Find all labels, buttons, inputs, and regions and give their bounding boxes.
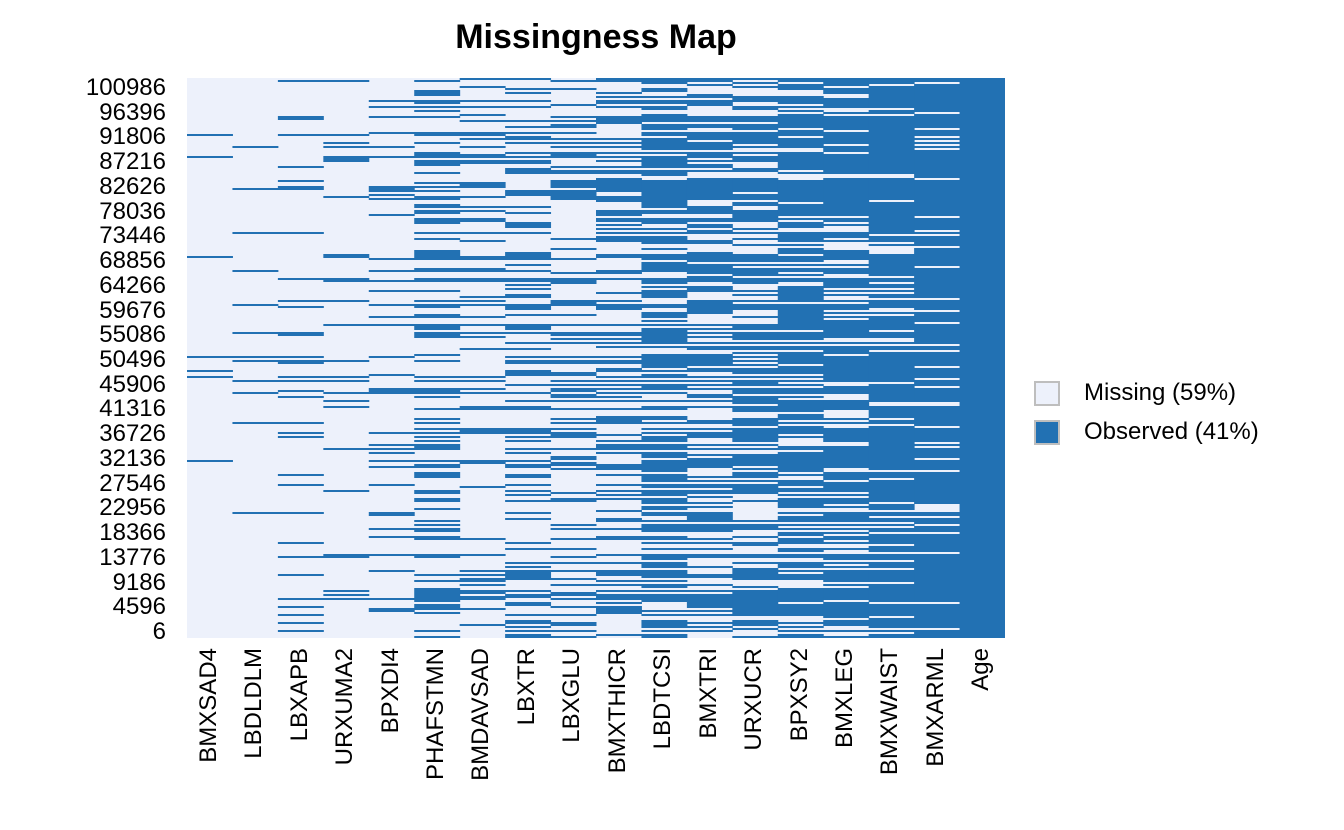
y-tick-label: 27546 bbox=[99, 469, 166, 497]
y-tick-label: 59676 bbox=[99, 296, 166, 324]
y-tick-label: 55086 bbox=[99, 321, 166, 349]
heatmap-plot-area bbox=[187, 78, 1005, 638]
x-tick-label: BPXDI4 bbox=[376, 648, 404, 734]
legend: Missing (59%) Observed (41%) bbox=[1034, 379, 1259, 446]
y-tick-label: 96396 bbox=[99, 98, 166, 126]
legend-label-missing: Missing (59%) bbox=[1084, 379, 1237, 406]
heatmap-canvas bbox=[187, 78, 1005, 638]
y-tick-label: 32136 bbox=[99, 444, 166, 472]
y-tick-label: 9186 bbox=[112, 568, 166, 596]
y-tick-label: 4596 bbox=[112, 593, 166, 621]
x-tick-label: BMXLEG bbox=[830, 648, 858, 749]
y-tick-label: 6 bbox=[152, 618, 166, 645]
x-tick-label: LBXGLU bbox=[558, 648, 586, 743]
x-tick-label: BMXSAD4 bbox=[194, 648, 222, 763]
y-tick-label: 50496 bbox=[99, 346, 166, 373]
legend-item-observed: Observed (41%) bbox=[1034, 418, 1259, 446]
y-tick-label: 41316 bbox=[99, 395, 166, 423]
x-tick-label: BMXARML bbox=[921, 648, 949, 767]
x-tick-label: LBDLDLM bbox=[240, 648, 268, 759]
y-tick-label: 73446 bbox=[99, 222, 166, 250]
x-tick-label: BMDAVSAD bbox=[467, 648, 495, 781]
y-tick-label: 82626 bbox=[99, 172, 166, 200]
y-tick-label: 18366 bbox=[99, 519, 166, 547]
legend-item-missing: Missing (59%) bbox=[1034, 379, 1259, 407]
x-tick-label: LBXTR bbox=[512, 648, 540, 726]
x-tick-label: BMXWAIST bbox=[876, 648, 904, 776]
y-tick-label: 87216 bbox=[99, 148, 166, 176]
y-tick-label: 36726 bbox=[99, 420, 166, 448]
x-tick-label: LBXAPB bbox=[285, 648, 313, 742]
y-tick-label: 100986 bbox=[85, 74, 166, 101]
x-tick-label: LBDTCSI bbox=[649, 648, 677, 750]
chart-title: Missingness Map bbox=[455, 18, 737, 56]
y-axis: 100986 96396 91806 87216 82626 78036 73446 6885… bbox=[0, 0, 172, 830]
y-tick-label: 68856 bbox=[99, 247, 166, 275]
y-tick-label: 22956 bbox=[99, 494, 166, 522]
x-tick-label: BPXSY2 bbox=[785, 648, 813, 742]
legend-label-observed: Observed (41%) bbox=[1084, 418, 1259, 445]
x-tick-label: PHAFSTMN bbox=[421, 648, 449, 780]
y-tick-label: 78036 bbox=[99, 197, 166, 225]
y-tick-label: 45906 bbox=[99, 370, 166, 398]
legend-swatch-observed bbox=[1034, 419, 1060, 445]
x-tick-label: BMXTHICR bbox=[603, 648, 631, 774]
x-tick-label: URXUCR bbox=[740, 648, 768, 751]
x-tick-label: URXUMA2 bbox=[331, 648, 359, 766]
y-tick-label: 91806 bbox=[99, 123, 166, 151]
x-tick-label: BMXTRI bbox=[694, 648, 722, 739]
legend-swatch-missing bbox=[1034, 380, 1060, 406]
y-tick-label: 64266 bbox=[99, 271, 166, 299]
x-tick-label: Age bbox=[967, 648, 995, 691]
y-tick-label: 13776 bbox=[99, 543, 166, 571]
